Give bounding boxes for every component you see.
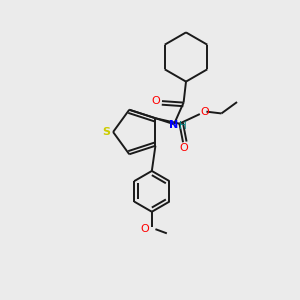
Text: N: N <box>169 120 178 130</box>
Text: S: S <box>103 127 110 137</box>
Text: O: O <box>179 143 188 153</box>
Text: O: O <box>201 106 210 117</box>
Text: H: H <box>179 121 187 131</box>
Text: O: O <box>141 224 150 234</box>
Text: O: O <box>152 95 160 106</box>
